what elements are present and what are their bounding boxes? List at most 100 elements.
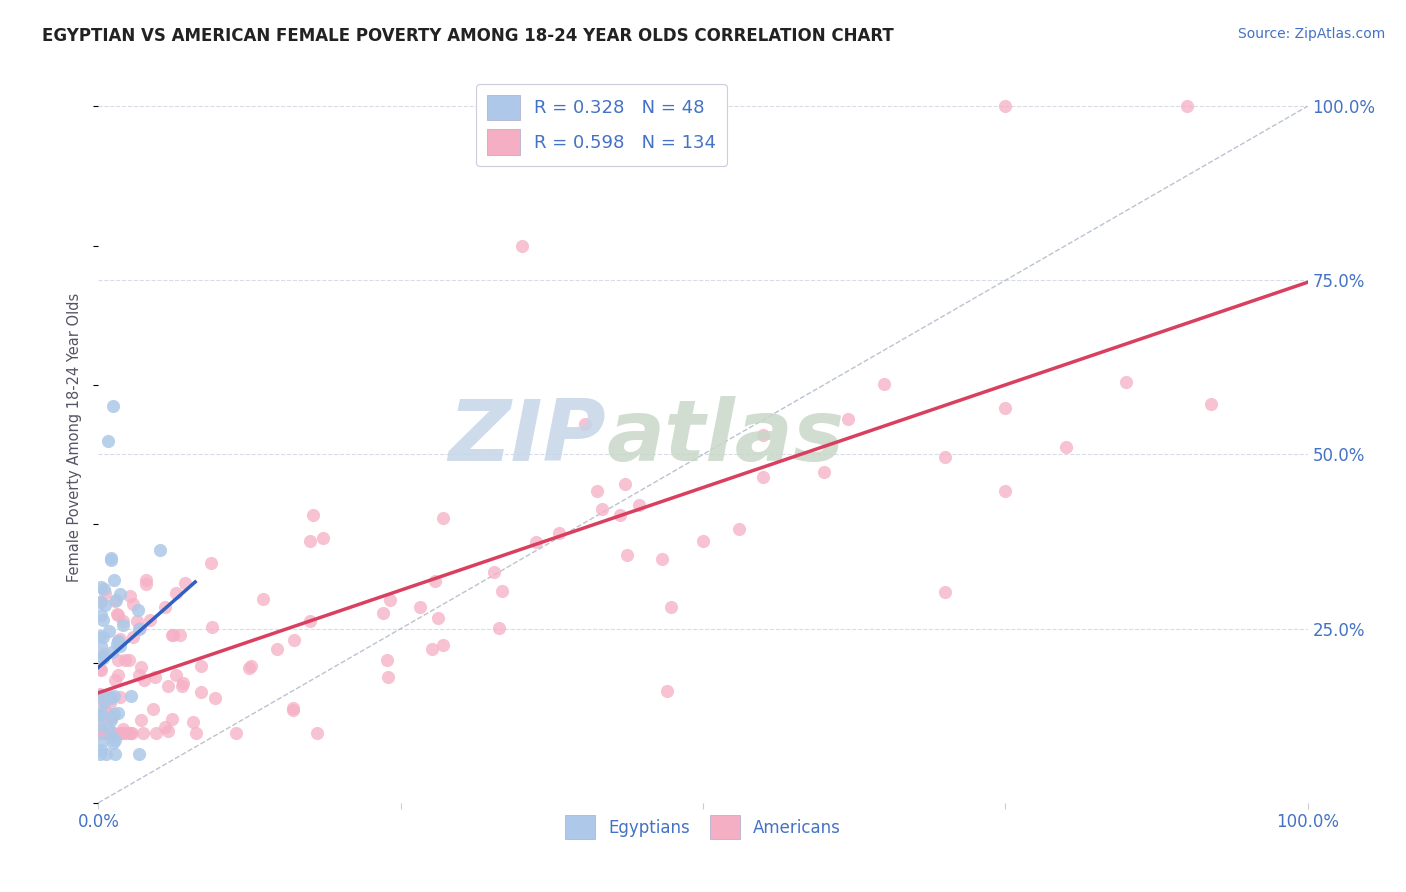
Point: [934, 585, 956, 599]
Point: [89, 693, 111, 707]
Point: [90, 607, 112, 622]
Text: Source: ZipAtlas.com: Source: ZipAtlas.com: [1237, 27, 1385, 41]
Point: [107, 706, 129, 720]
Point: [184, 726, 207, 740]
Point: [89, 719, 111, 733]
Point: [93, 695, 115, 709]
Point: [423, 574, 446, 589]
Point: [94, 598, 117, 612]
Point: [104, 747, 127, 761]
Point: [129, 660, 152, 674]
Point: [89, 747, 111, 761]
Point: [89, 723, 111, 737]
Point: [174, 575, 197, 590]
Point: [100, 551, 122, 566]
Point: [420, 641, 443, 656]
Point: [281, 703, 304, 717]
Point: [111, 723, 134, 737]
Point: [488, 621, 510, 635]
Point: [107, 607, 129, 622]
Point: [100, 730, 122, 744]
Point: [139, 613, 162, 627]
Point: [145, 726, 167, 740]
Point: [586, 483, 609, 498]
Point: [91, 630, 114, 644]
Point: [104, 673, 127, 687]
Point: [93, 582, 115, 597]
Point: [128, 623, 150, 637]
Point: [93, 647, 115, 661]
Point: [120, 726, 142, 740]
Point: [98, 689, 121, 703]
Point: [128, 668, 150, 682]
Point: [994, 401, 1017, 416]
Point: [98, 710, 121, 724]
Point: [111, 726, 134, 740]
Point: [994, 483, 1017, 498]
Point: [94, 726, 117, 740]
Point: [135, 576, 157, 591]
Point: [427, 611, 450, 625]
Point: [90, 595, 112, 609]
Point: [169, 628, 191, 642]
Point: [153, 720, 176, 734]
Point: [142, 702, 165, 716]
Point: [89, 629, 111, 643]
Point: [628, 498, 651, 512]
Point: [129, 621, 152, 635]
Point: [105, 593, 128, 607]
Point: [89, 708, 111, 723]
Point: [104, 733, 127, 747]
Point: [307, 726, 329, 740]
Point: [103, 707, 125, 722]
Point: [94, 703, 117, 717]
Point: [655, 684, 678, 698]
Y-axis label: Female Poverty Among 18-24 Year Olds: Female Poverty Among 18-24 Year Olds: [67, 293, 83, 582]
Point: [94, 747, 117, 761]
Point: [101, 399, 124, 413]
Point: [200, 620, 222, 634]
Point: [934, 450, 956, 465]
Point: [114, 653, 136, 667]
Point: [107, 668, 129, 682]
Point: [101, 645, 124, 659]
Point: [302, 508, 325, 523]
Point: [98, 624, 121, 638]
Point: [225, 726, 247, 740]
Point: [101, 726, 124, 740]
Point: [94, 586, 117, 600]
Point: [105, 607, 128, 621]
Point: [90, 734, 112, 748]
Text: EGYPTIAN VS AMERICAN FEMALE POVERTY AMONG 18-24 YEAR OLDS CORRELATION CHART: EGYPTIAN VS AMERICAN FEMALE POVERTY AMON…: [42, 27, 894, 45]
Point: [100, 691, 122, 706]
Point: [298, 534, 321, 549]
Point: [547, 526, 569, 541]
Point: [118, 726, 141, 740]
Point: [659, 600, 682, 615]
Point: [994, 99, 1017, 113]
Point: [105, 637, 128, 651]
Point: [510, 238, 533, 252]
Point: [120, 689, 142, 703]
Point: [692, 533, 714, 548]
Point: [90, 705, 112, 719]
Point: [108, 587, 131, 601]
Point: [134, 673, 156, 687]
Point: [96, 726, 118, 740]
Legend: Egyptians, Americans: Egyptians, Americans: [558, 809, 848, 846]
Point: [143, 670, 166, 684]
Point: [91, 726, 114, 740]
Point: [281, 700, 304, 714]
Point: [90, 742, 112, 756]
Point: [491, 584, 513, 599]
Point: [170, 679, 193, 693]
Point: [312, 531, 335, 545]
Point: [98, 696, 121, 710]
Point: [239, 659, 262, 673]
Point: [118, 653, 141, 667]
Point: [110, 639, 132, 653]
Point: [97, 722, 120, 736]
Point: [97, 434, 120, 448]
Point: [114, 726, 136, 740]
Point: [91, 614, 114, 628]
